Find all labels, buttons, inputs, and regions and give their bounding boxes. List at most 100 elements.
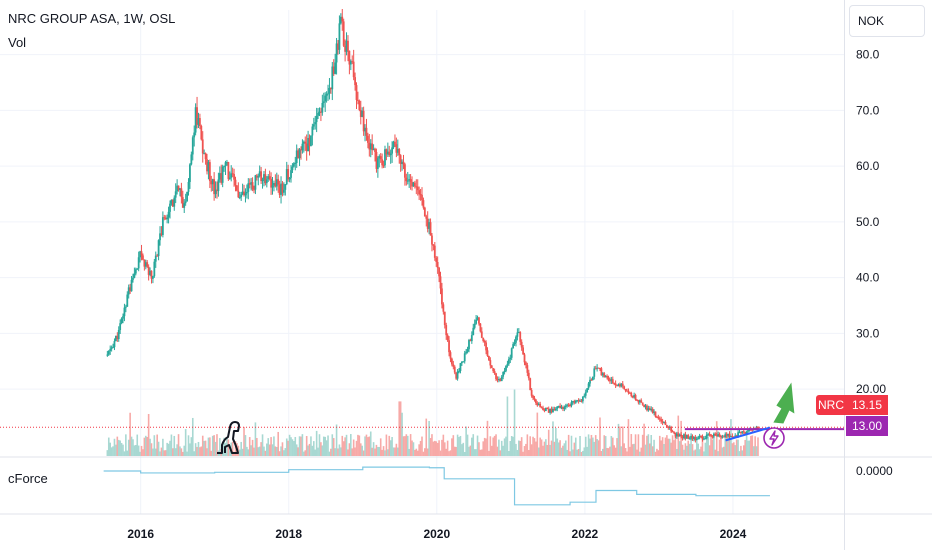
volume-bar: [364, 436, 366, 456]
candle-body: [288, 177, 291, 180]
candle-body: [217, 179, 220, 192]
volume-bar: [637, 434, 640, 456]
candle-body: [349, 61, 352, 65]
volume-bar: [469, 445, 472, 456]
candle-body: [304, 141, 307, 144]
volume-bar: [278, 451, 281, 456]
volume-bar: [388, 435, 391, 456]
candle-body: [268, 176, 271, 179]
volume-bar: [338, 444, 341, 456]
volume-bar: [147, 414, 150, 456]
candle-body: [324, 95, 327, 102]
volume-bar: [324, 436, 326, 456]
volume-bar: [663, 443, 665, 456]
candle-body: [438, 267, 440, 277]
candle-body: [334, 62, 337, 74]
volume-bar: [412, 442, 415, 456]
candle-body: [478, 317, 480, 324]
candle-body: [284, 184, 287, 190]
volume-bar: [268, 444, 271, 456]
volume-bar: [297, 447, 299, 456]
volume-bar: [705, 437, 708, 456]
candle-body: [657, 417, 660, 419]
candle-body: [515, 336, 517, 343]
volume-bar: [351, 448, 354, 456]
volume-bar: [439, 450, 442, 456]
volume-bar: [522, 451, 524, 456]
candle-body: [213, 179, 216, 195]
candle-body: [197, 118, 200, 125]
volume-bar: [164, 450, 167, 456]
volume-bar: [730, 419, 732, 456]
candle-body: [226, 161, 228, 163]
volume-bar: [614, 447, 617, 456]
candle-body: [297, 150, 300, 158]
candle-body: [436, 261, 439, 268]
volume-bar: [640, 447, 643, 456]
volume-bar: [189, 443, 191, 456]
volume-bar: [626, 451, 628, 456]
volume-bar: [654, 451, 657, 456]
candle-body: [366, 135, 369, 143]
candle-body: [200, 125, 203, 140]
candle-body: [616, 384, 618, 387]
y-tick-label: 80.0: [856, 48, 880, 62]
candle-body: [656, 416, 658, 418]
currency-button[interactable]: NOK: [849, 5, 925, 37]
candle-body: [207, 162, 210, 172]
volume-bar: [619, 426, 621, 456]
volume-bar: [453, 446, 456, 456]
candle-body: [473, 323, 476, 328]
candle-body: [535, 399, 537, 403]
candle-body: [691, 435, 694, 439]
volume-bar: [573, 442, 576, 456]
volume-bar: [139, 451, 141, 456]
candle-body: [569, 404, 571, 406]
volume-bar: [523, 446, 526, 456]
candle-body: [208, 162, 211, 182]
candle-body: [647, 408, 650, 411]
candle-body: [142, 255, 144, 260]
volume-bar: [503, 438, 506, 456]
volume-bar: [611, 437, 614, 456]
candle-body: [194, 107, 197, 133]
volume-bar: [258, 446, 261, 456]
candle-body: [633, 394, 636, 398]
candle-body: [358, 100, 361, 110]
volume-bar: [119, 440, 121, 456]
candle-body: [146, 262, 149, 267]
volume-bar: [752, 446, 755, 456]
candle-body: [718, 434, 721, 437]
candle-body: [191, 137, 194, 155]
candle-body: [640, 400, 643, 403]
candle-body: [337, 43, 339, 50]
volume-bar: [240, 441, 242, 456]
candle-body: [520, 341, 523, 348]
candle-body: [114, 335, 117, 342]
candle-body: [453, 366, 456, 373]
volume-bar: [610, 436, 613, 456]
time-axis[interactable]: 2016 2018 2020 2022 2024: [127, 527, 746, 541]
volume-bar: [596, 439, 598, 456]
volume-bar: [520, 437, 523, 456]
volume-bar: [365, 434, 368, 456]
price-axis[interactable]: 20.00 30.0 40.0 50.0 60.0 70.0 80.0 0.0000: [856, 48, 893, 478]
candle-body: [660, 419, 663, 422]
lightning-icon[interactable]: [762, 426, 786, 455]
candle-body: [206, 159, 208, 172]
candle-body: [348, 50, 351, 65]
volume-bar: [201, 435, 204, 456]
candle-body: [539, 403, 542, 408]
candle-body: [479, 323, 482, 332]
candle-body: [654, 411, 657, 417]
candle-body: [537, 403, 540, 406]
volume-bar: [745, 434, 748, 456]
volume-bar: [352, 439, 355, 456]
candle-body: [169, 203, 171, 212]
candle-body: [310, 135, 312, 147]
volume-bar: [468, 446, 470, 456]
candle-body: [230, 173, 233, 178]
candle-body: [267, 176, 270, 180]
volume-bar: [173, 435, 176, 456]
